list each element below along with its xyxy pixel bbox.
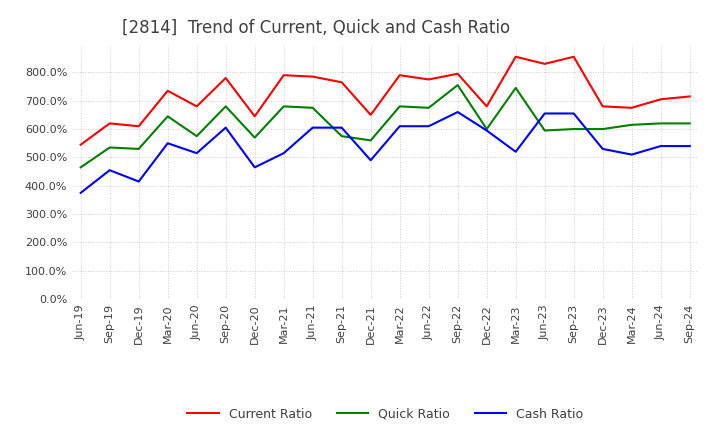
Current Ratio <box>627 105 636 110</box>
Current Ratio <box>424 77 433 82</box>
Cash Ratio <box>570 111 578 116</box>
Current Ratio <box>76 142 85 147</box>
Quick Ratio <box>338 133 346 139</box>
Cash Ratio <box>482 128 491 133</box>
Quick Ratio <box>627 122 636 128</box>
Cash Ratio <box>251 165 259 170</box>
Current Ratio <box>657 97 665 102</box>
Cash Ratio <box>424 124 433 129</box>
Current Ratio <box>454 71 462 77</box>
Current Ratio <box>251 114 259 119</box>
Cash Ratio <box>135 179 143 184</box>
Cash Ratio <box>657 143 665 149</box>
Quick Ratio <box>76 165 85 170</box>
Quick Ratio <box>366 138 375 143</box>
Cash Ratio <box>308 125 317 130</box>
Current Ratio <box>279 73 288 78</box>
Current Ratio <box>192 104 201 109</box>
Quick Ratio <box>598 126 607 132</box>
Cash Ratio <box>395 124 404 129</box>
Cash Ratio <box>598 146 607 151</box>
Quick Ratio <box>570 126 578 132</box>
Line: Current Ratio: Current Ratio <box>81 57 690 145</box>
Cash Ratio <box>221 125 230 130</box>
Cash Ratio <box>511 149 520 154</box>
Cash Ratio <box>192 150 201 156</box>
Current Ratio <box>163 88 172 93</box>
Legend: Current Ratio, Quick Ratio, Cash Ratio: Current Ratio, Quick Ratio, Cash Ratio <box>182 403 588 425</box>
Current Ratio <box>395 73 404 78</box>
Current Ratio <box>685 94 694 99</box>
Quick Ratio <box>105 145 114 150</box>
Quick Ratio <box>395 104 404 109</box>
Quick Ratio <box>685 121 694 126</box>
Quick Ratio <box>482 126 491 132</box>
Current Ratio <box>366 112 375 117</box>
Quick Ratio <box>541 128 549 133</box>
Current Ratio <box>221 75 230 81</box>
Cash Ratio <box>541 111 549 116</box>
Quick Ratio <box>135 146 143 151</box>
Quick Ratio <box>251 135 259 140</box>
Cash Ratio <box>279 150 288 156</box>
Current Ratio <box>570 54 578 59</box>
Quick Ratio <box>454 82 462 88</box>
Quick Ratio <box>221 104 230 109</box>
Line: Quick Ratio: Quick Ratio <box>81 85 690 167</box>
Cash Ratio <box>105 168 114 173</box>
Quick Ratio <box>308 105 317 110</box>
Current Ratio <box>105 121 114 126</box>
Cash Ratio <box>338 125 346 130</box>
Current Ratio <box>541 61 549 66</box>
Cash Ratio <box>163 141 172 146</box>
Current Ratio <box>308 74 317 79</box>
Quick Ratio <box>657 121 665 126</box>
Current Ratio <box>135 124 143 129</box>
Cash Ratio <box>627 152 636 157</box>
Cash Ratio <box>685 143 694 149</box>
Current Ratio <box>482 104 491 109</box>
Quick Ratio <box>511 85 520 91</box>
Line: Cash Ratio: Cash Ratio <box>81 112 690 193</box>
Quick Ratio <box>163 114 172 119</box>
Quick Ratio <box>192 133 201 139</box>
Cash Ratio <box>366 158 375 163</box>
Current Ratio <box>511 54 520 59</box>
Current Ratio <box>338 80 346 85</box>
Quick Ratio <box>279 104 288 109</box>
Cash Ratio <box>76 190 85 195</box>
Cash Ratio <box>454 110 462 115</box>
Current Ratio <box>598 104 607 109</box>
Text: [2814]  Trend of Current, Quick and Cash Ratio: [2814] Trend of Current, Quick and Cash … <box>122 19 510 37</box>
Quick Ratio <box>424 105 433 110</box>
